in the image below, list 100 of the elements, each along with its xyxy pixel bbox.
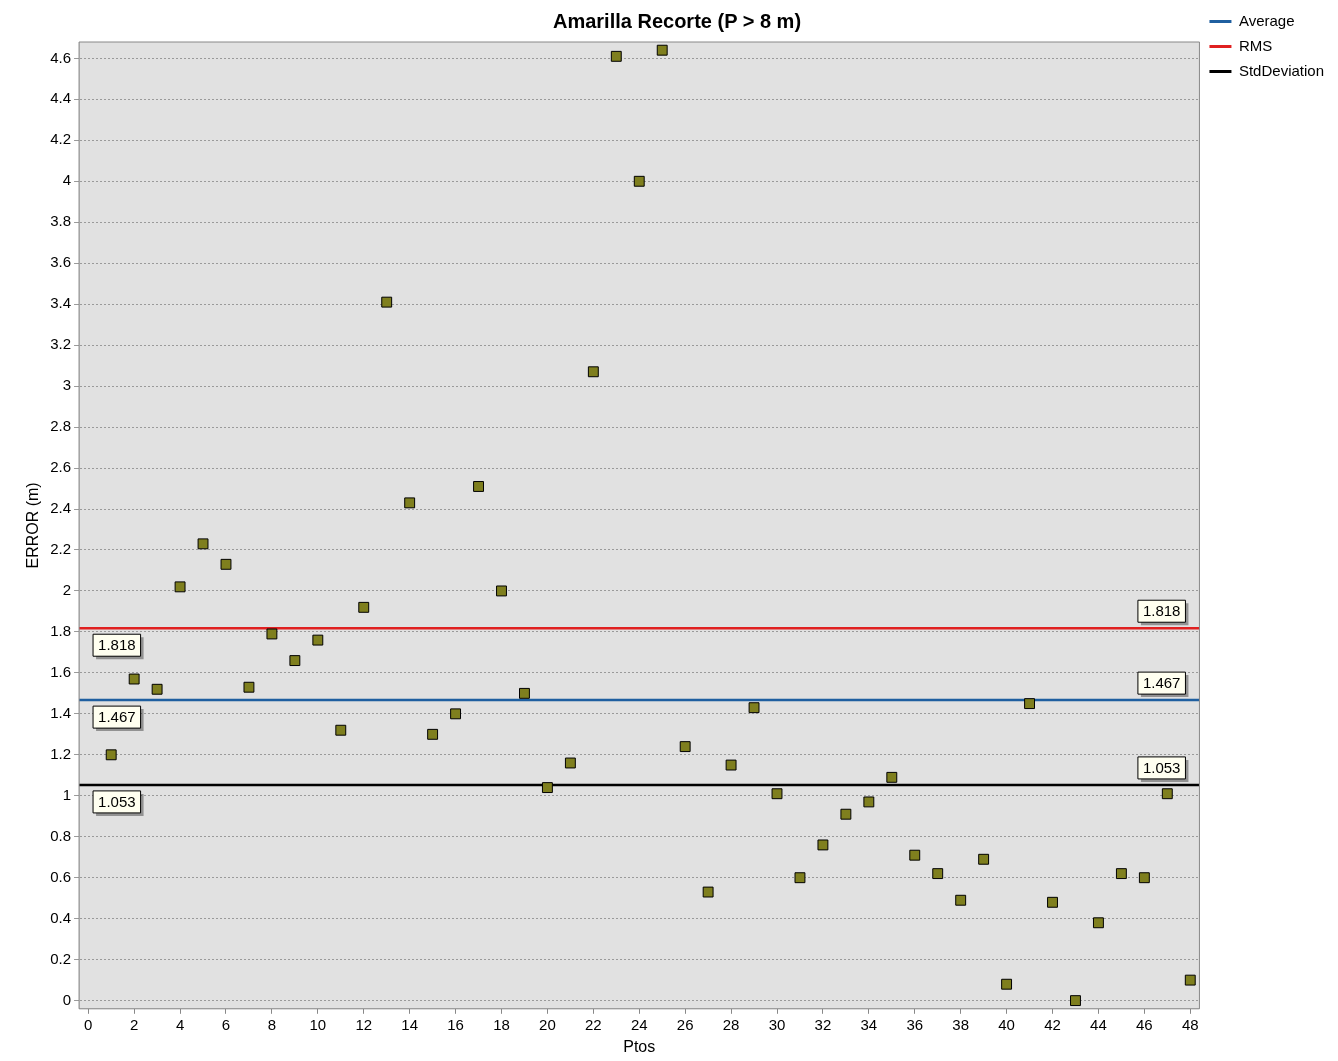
point <box>450 708 462 720</box>
x-tick-label: 2 <box>129 1015 139 1033</box>
y-tick-label: 2.6 <box>50 458 72 476</box>
point <box>1138 872 1150 884</box>
point <box>473 481 484 492</box>
point <box>197 538 209 550</box>
point <box>243 681 255 693</box>
point <box>312 634 324 646</box>
x-tick-label: 46 <box>1136 1015 1153 1033</box>
point <box>335 724 347 736</box>
point <box>794 872 806 884</box>
point <box>519 687 530 699</box>
point <box>404 497 416 509</box>
y-tick-label: 1.4 <box>50 703 72 721</box>
point <box>289 655 301 667</box>
point <box>496 585 507 597</box>
point <box>151 683 163 695</box>
x-tick-label: 10 <box>309 1015 327 1033</box>
y-tick-label: 2.4 <box>50 499 72 517</box>
x-tick-label: 24 <box>630 1015 648 1033</box>
chart-title: Amarilla Recorte (P > 8 m) <box>552 9 802 32</box>
data-label: 1.818 <box>1142 602 1181 620</box>
y-tick-label: 1.6 <box>50 663 72 681</box>
point <box>656 44 668 56</box>
y-tick-label: 0.2 <box>50 949 72 967</box>
data-label: 1.818 <box>98 636 136 654</box>
y-tick-label: 3.8 <box>50 212 72 230</box>
y-tick-label: 0 <box>62 990 72 1008</box>
y-tick-label: 1 <box>62 785 72 803</box>
point <box>128 673 140 685</box>
x-tick-label: 0 <box>84 1015 93 1033</box>
x-tick-label: 44 <box>1090 1015 1107 1033</box>
legend-label: RMS <box>1238 36 1273 54</box>
point <box>863 796 875 808</box>
point <box>1092 917 1104 929</box>
y-tick-label: 0.8 <box>50 826 72 844</box>
point <box>840 808 852 820</box>
point <box>564 757 576 769</box>
y-tick-label: 1.8 <box>50 622 72 640</box>
y-axis-title: ERROR (m) <box>24 482 42 569</box>
x-tick-label: 30 <box>768 1015 786 1033</box>
y-tick-label: 2.2 <box>50 540 72 558</box>
point <box>266 628 278 640</box>
point <box>541 782 553 794</box>
point <box>748 702 760 714</box>
y-tick-label: 4.6 <box>50 48 72 66</box>
y-tick-label: 4.4 <box>50 89 72 107</box>
y-tick-label: 2 <box>62 581 72 599</box>
y-tick-label: 4.2 <box>50 130 72 148</box>
x-tick-label: 28 <box>722 1015 740 1033</box>
point <box>817 839 829 851</box>
data-label: 1.053 <box>1142 759 1181 777</box>
point <box>978 853 990 865</box>
point <box>1070 995 1081 1007</box>
point <box>633 175 645 187</box>
point <box>587 366 599 378</box>
x-tick-label: 42 <box>1044 1015 1061 1033</box>
point <box>679 741 691 753</box>
x-tick-label: 36 <box>906 1015 924 1033</box>
x-tick-label: 4 <box>175 1015 185 1033</box>
point <box>381 296 393 308</box>
point <box>771 788 783 800</box>
y-tick-label: 3.2 <box>50 335 72 353</box>
data-label: 1.053 <box>98 793 136 811</box>
legend-label: Average <box>1238 11 1295 29</box>
x-tick-label: 38 <box>952 1015 970 1033</box>
x-axis-title: Ptos <box>623 1037 656 1055</box>
point <box>1047 896 1058 908</box>
y-tick-label: 3.4 <box>50 294 72 312</box>
data-label: 1.467 <box>98 708 136 726</box>
x-tick-label: 34 <box>860 1015 878 1033</box>
point <box>909 849 921 861</box>
y-tick-label: 1.2 <box>50 744 72 762</box>
x-tick-label: 8 <box>267 1015 277 1033</box>
point <box>358 601 370 613</box>
y-tick-label: 3 <box>62 376 72 394</box>
point <box>955 894 967 906</box>
x-tick-label: 6 <box>221 1015 231 1033</box>
x-tick-label: 12 <box>355 1015 373 1033</box>
x-tick-label: 18 <box>493 1015 510 1033</box>
y-tick-label: 2.8 <box>50 417 72 435</box>
point <box>725 759 737 771</box>
point <box>1115 868 1127 880</box>
point <box>1024 698 1035 710</box>
point <box>702 886 714 898</box>
point <box>105 749 117 761</box>
x-tick-label: 14 <box>401 1015 419 1033</box>
y-tick-label: 0.4 <box>50 908 72 926</box>
point <box>886 771 898 783</box>
x-tick-label: 20 <box>539 1015 556 1033</box>
x-tick-label: 26 <box>676 1015 694 1033</box>
x-tick-label: 22 <box>584 1015 602 1033</box>
x-tick-label: 32 <box>814 1015 832 1033</box>
point <box>220 558 232 570</box>
y-tick-label: 0.6 <box>50 867 72 885</box>
point <box>427 728 439 740</box>
point <box>610 50 622 62</box>
point <box>1161 788 1173 800</box>
point <box>1001 978 1013 990</box>
legend-label: StdDeviation <box>1238 61 1325 79</box>
